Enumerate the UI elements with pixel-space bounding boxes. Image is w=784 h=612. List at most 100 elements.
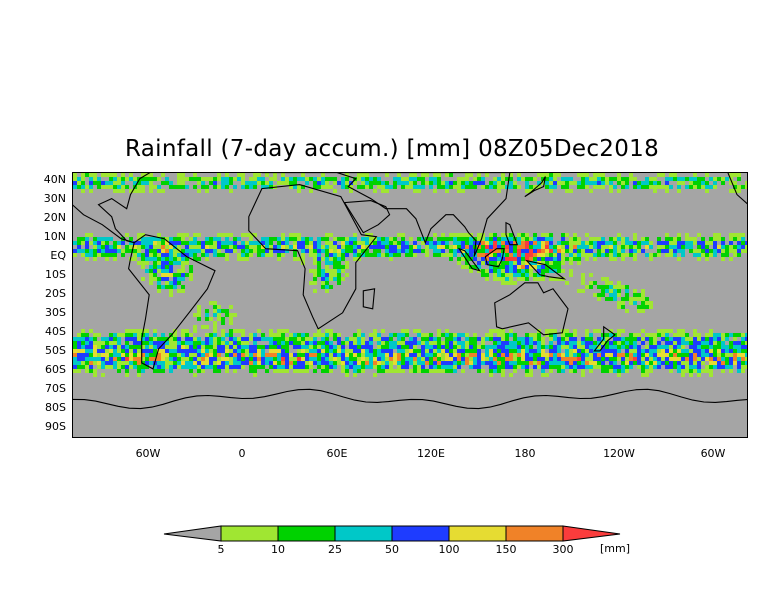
rain-cell [545,173,549,177]
rain-cell [613,237,617,241]
rain-cell [285,345,289,349]
rain-cell [149,237,153,241]
rain-cell [217,249,221,253]
rain-cell [673,333,677,337]
rain-cell [633,341,637,345]
rain-cell [505,253,509,257]
rain-cell [377,369,381,373]
rain-cell [437,337,441,341]
rain-cell [521,253,525,257]
rain-cell [725,349,729,353]
rain-cell [693,369,697,373]
rain-cell [449,349,453,353]
coastline [505,221,519,246]
rain-cell [261,349,265,353]
rain-cell [217,313,221,317]
rain-cell [613,253,617,257]
rain-cell [237,245,241,249]
rain-cell [105,253,109,257]
rain-cell [457,245,461,249]
rain-cell [565,345,569,349]
rain-cell [153,357,157,361]
rain-cell [121,249,125,253]
rain-cell [609,333,613,337]
rain-cell [501,365,505,369]
rain-cell [177,173,181,177]
rain-cell [441,357,445,361]
rain-cell [437,345,441,349]
rain-cell [153,245,157,249]
rain-cell [561,269,565,273]
rain-cell [221,341,225,345]
rain-cell [329,269,333,273]
rain-cell [701,181,705,185]
rain-cell [117,361,121,365]
rain-cell [413,341,417,345]
rain-cell [505,261,509,265]
rain-cell [105,185,109,189]
rain-cell [573,329,577,333]
rain-cell [465,181,469,185]
rain-cell [489,269,493,273]
rain-cell [513,269,517,273]
rain-cell [249,241,253,245]
rain-cell [533,253,537,257]
rain-cell [85,241,89,245]
rain-cell [421,185,425,189]
rain-cell [177,357,181,361]
rain-cell [389,249,393,253]
rain-cell [201,361,205,365]
rain-cell [97,365,101,369]
rain-cell [113,185,117,189]
rain-cell [149,181,153,185]
rain-cell [221,309,225,313]
rain-cell [665,333,669,337]
rain-cell [325,357,329,361]
rain-cell [449,333,453,337]
rain-cell [149,357,153,361]
rain-cell [525,269,529,273]
rain-cell [697,357,701,361]
rain-cell [289,333,293,337]
rain-cell [429,353,433,357]
coastline [525,259,567,280]
rain-cell [565,189,569,193]
rain-cell [337,273,341,277]
rain-cell [541,233,545,237]
rain-cell [133,241,137,245]
rain-cell [445,329,449,333]
rain-cell [361,237,365,241]
rain-cell [637,245,641,249]
rain-cell [669,353,673,357]
rain-cell [477,265,481,269]
rain-cell [233,337,237,341]
rain-cell [713,361,717,365]
rain-cell [421,333,425,337]
rain-cell [417,245,421,249]
rain-cell [537,277,541,281]
rain-cell [305,345,309,349]
rain-cell [565,233,569,237]
rain-cell [81,345,85,349]
rain-cell [437,181,441,185]
rain-cell [633,185,637,189]
rain-cell [717,245,721,249]
rain-cell [553,345,557,349]
rain-cell [165,249,169,253]
rain-cell [461,361,465,365]
rain-cell [441,369,445,373]
rain-cell [129,329,133,333]
rain-cell [741,365,745,369]
rain-cell [141,245,145,249]
rain-cell [593,257,597,261]
rain-cell [733,249,737,253]
rain-cell [653,185,657,189]
rain-cell [509,253,513,257]
rain-cell [621,341,625,345]
rain-cell [721,237,725,241]
rain-cell [485,361,489,365]
rain-cell [321,277,325,281]
rain-cell [581,173,585,177]
rain-cell [561,181,565,185]
rain-cell [513,181,517,185]
